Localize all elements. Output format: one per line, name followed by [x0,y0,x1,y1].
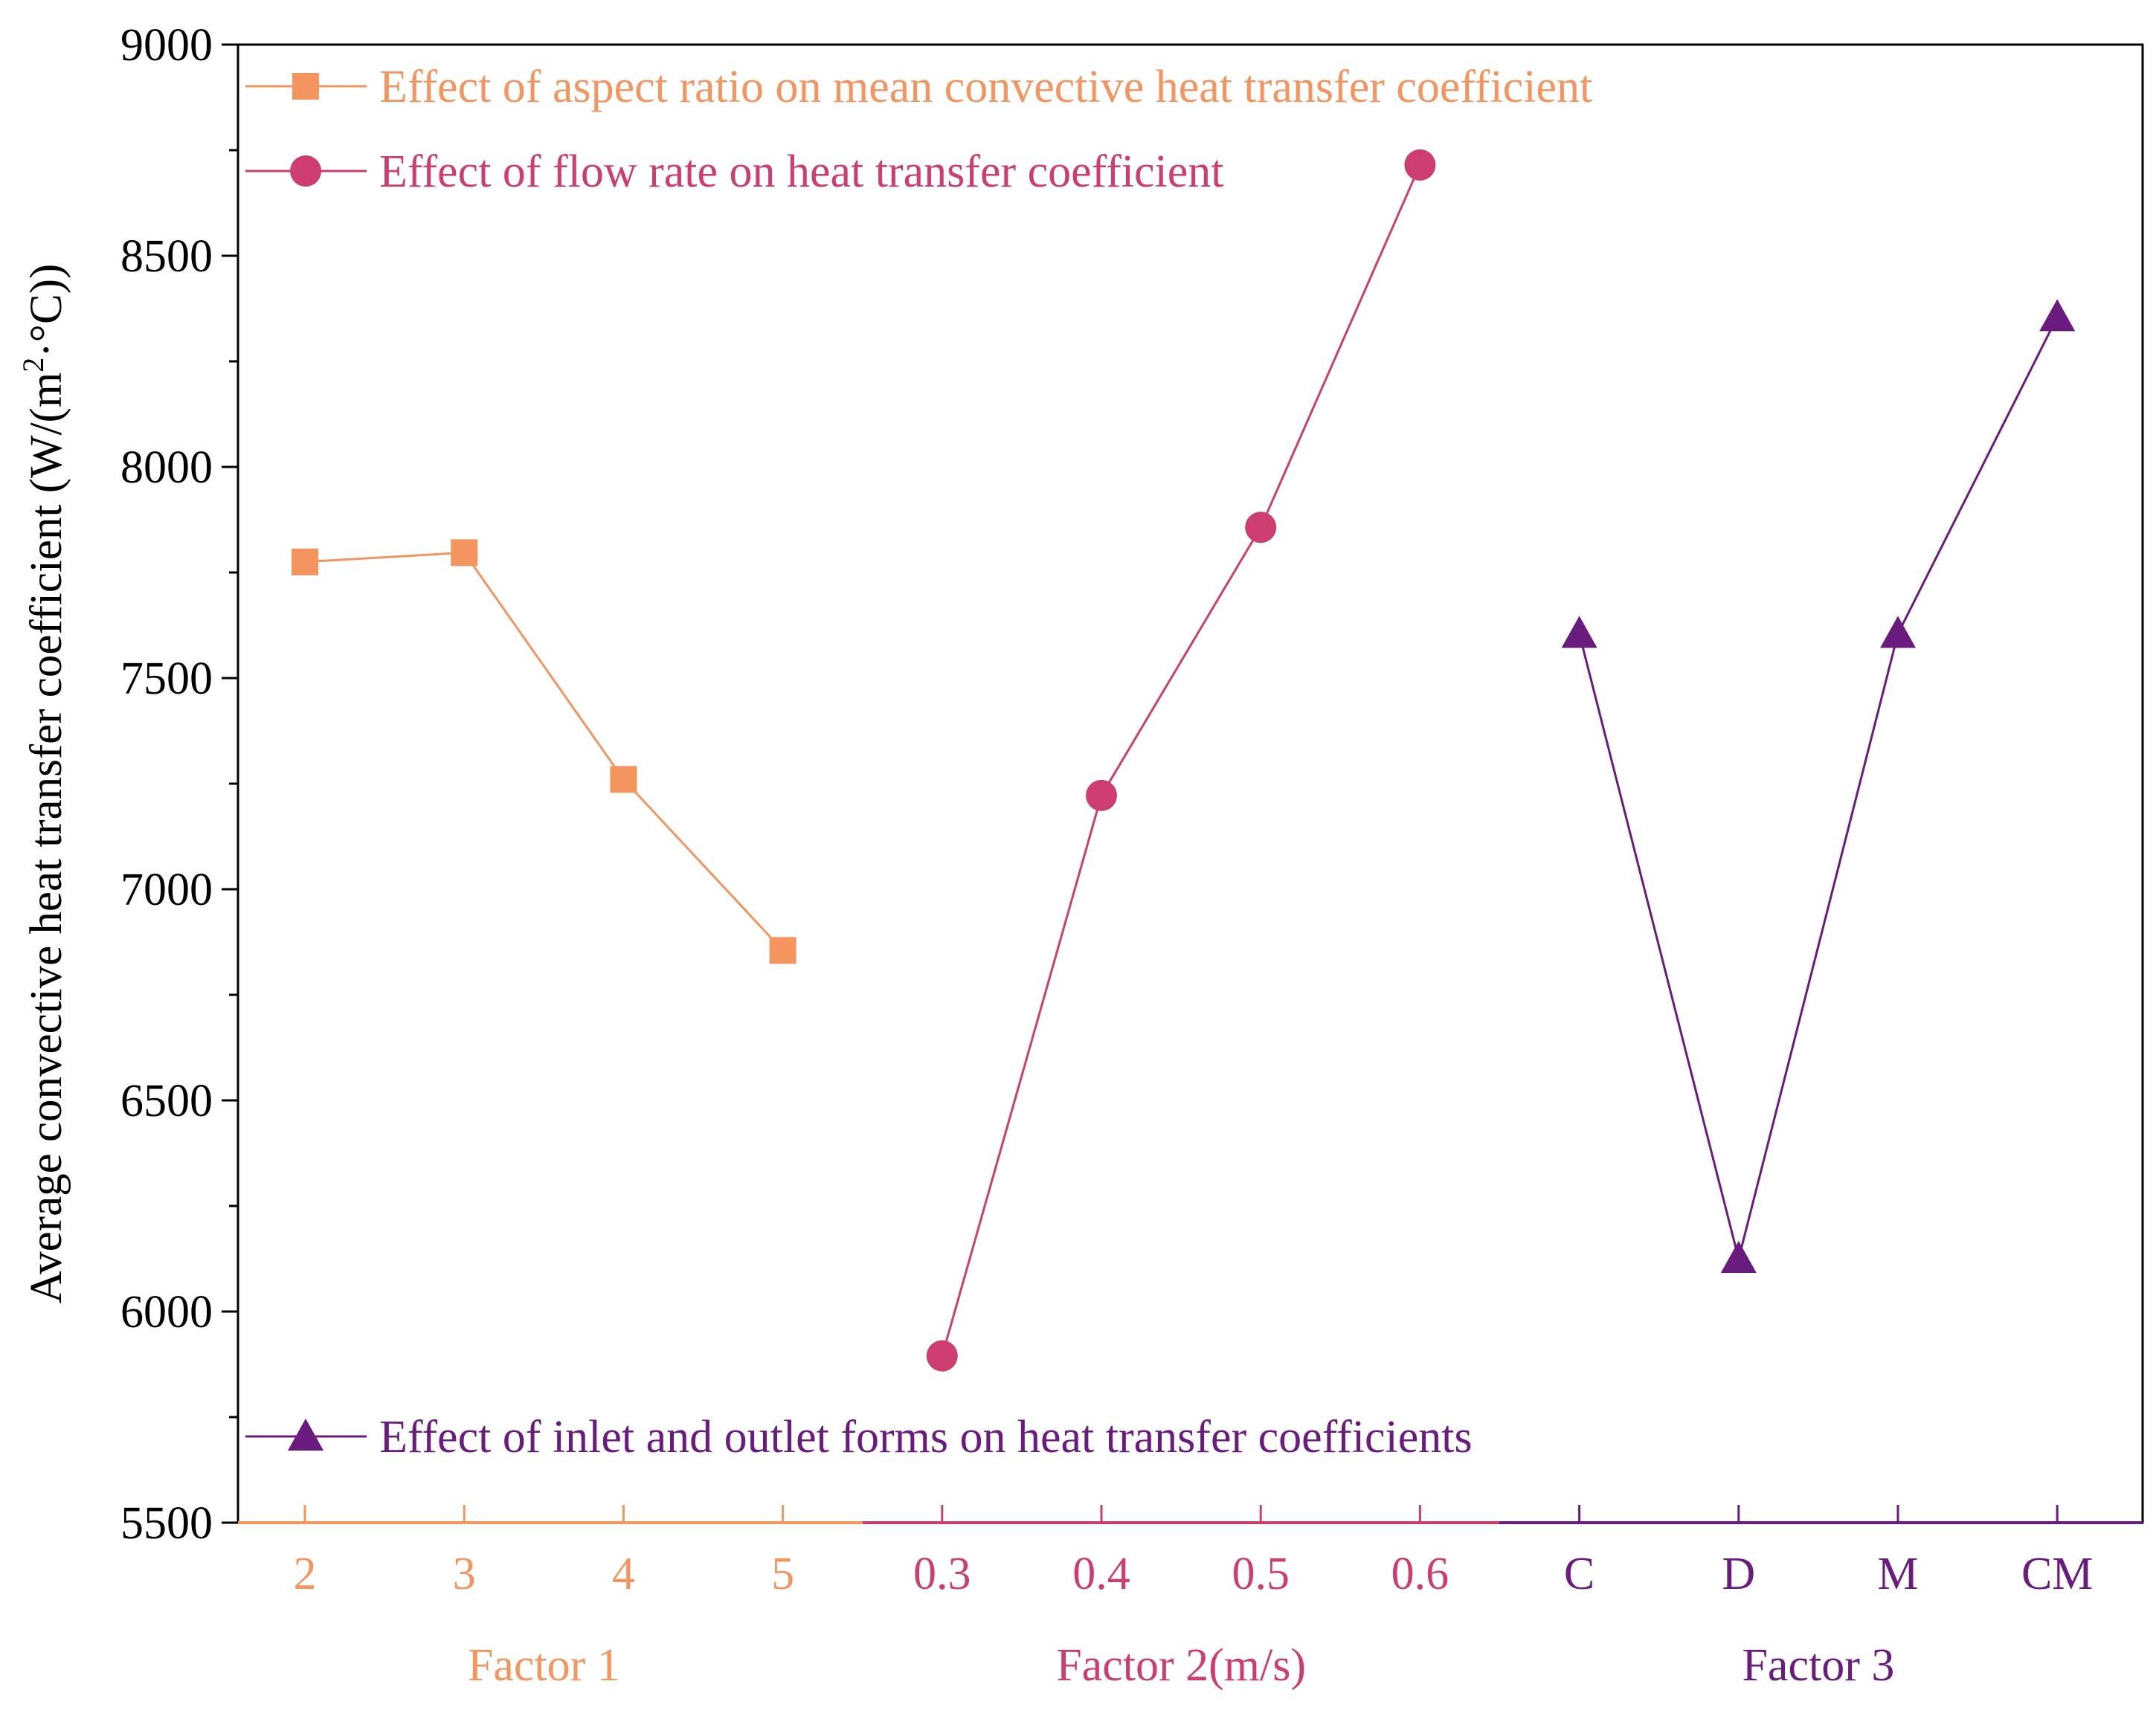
data-point-D [1720,1241,1757,1273]
data-point-5 [769,937,797,964]
series-line-3 [1578,316,2059,1259]
y-tick-label-6500: 6500 [120,1076,213,1126]
data-point-3 [451,539,478,567]
x-tick-label-M: M [1877,1549,1918,1599]
legend-marker-3 [288,1419,324,1451]
y-tick-label-5500: 5500 [120,1498,213,1549]
legend-marker-2 [290,155,321,187]
legend: Effect of aspect ratio on mean convectiv… [245,62,1592,1462]
x-tick-label-C: C [1564,1549,1595,1599]
legend-text-3: Effect of inlet and outlet forms on heat… [379,1412,1473,1462]
factor-label-1: Factor 1 [468,1640,620,1691]
factor-label-3: Factor 3 [1742,1640,1894,1691]
y-tick-label-7000: 7000 [120,865,213,915]
data-point-M [1880,616,1916,648]
data-point-4 [610,766,637,793]
x-tick-label-4: 4 [612,1549,635,1599]
y-tick-label-7500: 7500 [120,654,213,704]
x-tick-label-0.5: 0.5 [1232,1549,1290,1599]
data-point-0.6 [1404,149,1436,181]
y-axis: 5500 6000 6500 7000 7500 8000 8500 9000 [120,20,238,1549]
x-axis: 2 3 4 5 Factor 1 0.3 0.4 0.5 0.6 Factor 2(m/s) C D M… [238,1505,2143,1691]
y-tick-label-8000: 8000 [120,442,213,493]
data-point-0.4 [1086,779,1117,811]
legend-text-1: Effect of aspect ratio on mean convectiv… [379,62,1592,112]
x-tick-label-0.4: 0.4 [1072,1549,1130,1599]
plot-frame [236,43,2144,1524]
y-tick-label-6000: 6000 [120,1287,213,1338]
x-tick-label-3: 3 [453,1549,476,1599]
factor-label-2: Factor 2(m/s) [1056,1640,1306,1691]
data-point-2 [292,548,318,575]
series-line-1 [304,551,784,952]
legend-marker-1 [292,73,319,100]
x-tick-label-5: 5 [771,1549,794,1599]
x-tick-label-2: 2 [294,1549,317,1599]
data-point-CM [2039,299,2076,332]
x-tick-label-D: D [1722,1549,1755,1599]
x-tick-label-CM: CM [2021,1549,2093,1599]
x-tick-label-0.3: 0.3 [913,1549,971,1599]
data-point-0.3 [926,1340,958,1372]
series-line-2 [941,164,1421,1357]
series-layer [292,149,2076,1372]
legend-text-2: Effect of flow rate on heat transfer coe… [379,146,1224,197]
y-tick-label-8500: 8500 [120,231,213,282]
y-tick-label-9000: 9000 [120,20,213,71]
data-point-C [1561,616,1597,648]
data-point-0.5 [1245,512,1277,543]
y-axis-label: Average convective heat transfer coeffic… [16,264,71,1304]
x-tick-label-0.6: 0.6 [1391,1549,1449,1599]
